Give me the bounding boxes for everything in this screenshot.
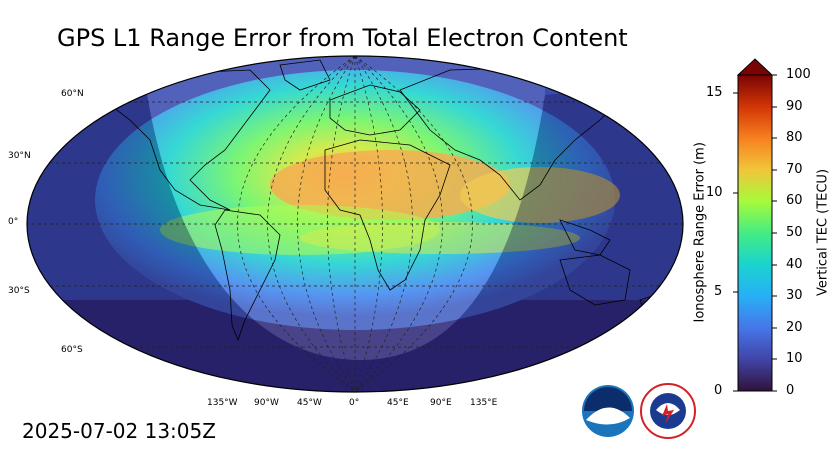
tec-tick-80: 80 <box>786 130 803 145</box>
lat-label-30n: 30°N <box>8 151 31 161</box>
range-error-tick-10: 10 <box>706 185 723 200</box>
noaa-logo <box>582 385 634 437</box>
range-error-tick-15: 15 <box>706 85 723 100</box>
tec-axis-label: Vertical TEC (TECU) <box>815 168 831 297</box>
tec-field <box>27 56 683 392</box>
tec-tick-60: 60 <box>786 193 803 208</box>
nws-logo <box>640 383 696 439</box>
colorbar <box>733 58 777 392</box>
tec-tick-90: 90 <box>786 99 803 114</box>
chart-title: GPS L1 Range Error from Total Electron C… <box>57 24 628 52</box>
map-boundary <box>26 55 684 393</box>
timestamp: 2025-07-02 13:05Z <box>22 419 216 443</box>
range-error-tick-5: 5 <box>714 284 723 299</box>
lat-label-60n: 60°N <box>61 89 84 99</box>
tec-tick-20: 20 <box>786 320 803 335</box>
tec-tick-10: 10 <box>786 351 803 366</box>
range-error-axis-label: Ionosphere Range Error (m) <box>692 142 708 323</box>
tec-tick-70: 70 <box>786 162 803 177</box>
tec-tick-100: 100 <box>786 67 811 82</box>
lat-label-30s: 30°S <box>8 286 30 296</box>
lat-label-60s: 60°S <box>61 345 83 355</box>
lon-label-90e: 90°E <box>430 398 452 408</box>
tec-tick-30: 30 <box>786 288 803 303</box>
lon-label-135w: 135°W <box>207 398 238 408</box>
lon-label-45w: 45°W <box>297 398 322 408</box>
lat-label-0: 0° <box>8 217 19 227</box>
lon-label-90w: 90°W <box>254 398 279 408</box>
range-error-tick-0: 0 <box>714 383 723 398</box>
lon-label-0: 0° <box>349 398 360 408</box>
lon-label-135e: 135°E <box>470 398 498 408</box>
colorbar-extend-arrow <box>736 58 774 76</box>
tec-tick-0: 0 <box>786 383 795 398</box>
tec-tick-50: 50 <box>786 225 803 240</box>
tec-tick-40: 40 <box>786 257 803 272</box>
lon-label-45e: 45°E <box>387 398 409 408</box>
